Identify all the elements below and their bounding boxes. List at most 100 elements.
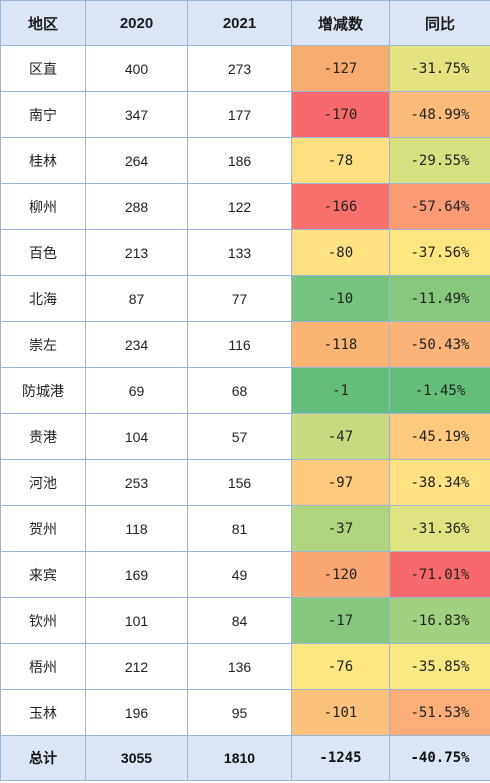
table-row: 防城港 69 68 -1 -1.45% — [0, 367, 490, 414]
table-row: 南宁 347 177 -170 -48.99% — [0, 91, 490, 138]
change-cell: -78 — [291, 137, 390, 184]
ratio-cell: -29.55% — [389, 137, 490, 184]
table-row: 百色 213 133 -80 -37.56% — [0, 229, 490, 276]
ratio-cell: -16.83% — [389, 597, 490, 644]
header-row: 地区 2020 2021 增减数 同比 — [0, 0, 490, 46]
value-2020-cell: 196 — [85, 689, 188, 736]
value-2020-cell: 213 — [85, 229, 188, 276]
ratio-cell: -35.85% — [389, 643, 490, 690]
value-2021-cell: 84 — [187, 597, 292, 644]
change-cell: -166 — [291, 183, 390, 230]
header-ratio: 同比 — [389, 0, 490, 46]
value-2021-cell: 116 — [187, 321, 292, 368]
ratio-cell: -38.34% — [389, 459, 490, 506]
change-cell: -47 — [291, 413, 390, 460]
ratio-cell: -45.19% — [389, 413, 490, 460]
region-cell: 梧州 — [0, 643, 86, 690]
region-cell: 北海 — [0, 275, 86, 322]
ratio-cell: -51.53% — [389, 689, 490, 736]
ratio-cell: -1.45% — [389, 367, 490, 414]
change-cell: -120 — [291, 551, 390, 598]
total-2021: 1810 — [187, 735, 292, 781]
value-2021-cell: 95 — [187, 689, 292, 736]
region-cell: 钦州 — [0, 597, 86, 644]
value-2020-cell: 101 — [85, 597, 188, 644]
region-cell: 百色 — [0, 229, 86, 276]
ratio-cell: -48.99% — [389, 91, 490, 138]
change-cell: -101 — [291, 689, 390, 736]
table-row: 梧州 212 136 -76 -35.85% — [0, 643, 490, 690]
value-2020-cell: 69 — [85, 367, 188, 414]
value-2021-cell: 273 — [187, 45, 292, 92]
change-cell: -76 — [291, 643, 390, 690]
ratio-cell: -71.01% — [389, 551, 490, 598]
value-2021-cell: 177 — [187, 91, 292, 138]
value-2021-cell: 81 — [187, 505, 292, 552]
value-2021-cell: 77 — [187, 275, 292, 322]
change-cell: -170 — [291, 91, 390, 138]
value-2021-cell: 68 — [187, 367, 292, 414]
ratio-cell: -31.36% — [389, 505, 490, 552]
ratio-cell: -11.49% — [389, 275, 490, 322]
change-cell: -80 — [291, 229, 390, 276]
total-row: 总计 3055 1810 -1245 -40.75% — [0, 735, 490, 781]
change-cell: -127 — [291, 45, 390, 92]
region-cell: 贺州 — [0, 505, 86, 552]
total-2020: 3055 — [85, 735, 188, 781]
value-2020-cell: 234 — [85, 321, 188, 368]
header-2021: 2021 — [187, 0, 292, 46]
value-2020-cell: 288 — [85, 183, 188, 230]
value-2021-cell: 57 — [187, 413, 292, 460]
value-2020-cell: 212 — [85, 643, 188, 690]
value-2020-cell: 169 — [85, 551, 188, 598]
table-row: 桂林 264 186 -78 -29.55% — [0, 137, 490, 184]
table-row: 来宾 169 49 -120 -71.01% — [0, 551, 490, 598]
value-2021-cell: 156 — [187, 459, 292, 506]
value-2021-cell: 49 — [187, 551, 292, 598]
value-2020-cell: 264 — [85, 137, 188, 184]
header-2020: 2020 — [85, 0, 188, 46]
region-cell: 柳州 — [0, 183, 86, 230]
change-cell: -37 — [291, 505, 390, 552]
value-2020-cell: 253 — [85, 459, 188, 506]
total-ratio: -40.75% — [389, 735, 490, 781]
region-cell: 区直 — [0, 45, 86, 92]
header-region: 地区 — [0, 0, 86, 46]
region-cell: 南宁 — [0, 91, 86, 138]
table-row: 玉林 196 95 -101 -51.53% — [0, 689, 490, 736]
value-2020-cell: 400 — [85, 45, 188, 92]
value-2020-cell: 347 — [85, 91, 188, 138]
change-cell: -10 — [291, 275, 390, 322]
ratio-cell: -37.56% — [389, 229, 490, 276]
region-cell: 防城港 — [0, 367, 86, 414]
table-row: 河池 253 156 -97 -38.34% — [0, 459, 490, 506]
table-body: 区直 400 273 -127 -31.75% 南宁 347 177 -170 -48.99% 桂林… — [0, 45, 490, 736]
value-2021-cell: 136 — [187, 643, 292, 690]
region-cell: 桂林 — [0, 137, 86, 184]
region-cell: 河池 — [0, 459, 86, 506]
table-row: 贵港 104 57 -47 -45.19% — [0, 413, 490, 460]
ratio-cell: -31.75% — [389, 45, 490, 92]
region-cell: 来宾 — [0, 551, 86, 598]
total-label: 总计 — [0, 735, 86, 781]
value-2020-cell: 104 — [85, 413, 188, 460]
region-cell: 崇左 — [0, 321, 86, 368]
table-row: 崇左 234 116 -118 -50.43% — [0, 321, 490, 368]
table-row: 柳州 288 122 -166 -57.64% — [0, 183, 490, 230]
region-cell: 玉林 — [0, 689, 86, 736]
value-2020-cell: 87 — [85, 275, 188, 322]
header-change: 增减数 — [291, 0, 390, 46]
value-2021-cell: 133 — [187, 229, 292, 276]
change-cell: -97 — [291, 459, 390, 506]
value-2021-cell: 186 — [187, 137, 292, 184]
table-row: 钦州 101 84 -17 -16.83% — [0, 597, 490, 644]
change-cell: -118 — [291, 321, 390, 368]
table-row: 贺州 118 81 -37 -31.36% — [0, 505, 490, 552]
change-cell: -17 — [291, 597, 390, 644]
ratio-cell: -50.43% — [389, 321, 490, 368]
total-change: -1245 — [291, 735, 390, 781]
table-row: 北海 87 77 -10 -11.49% — [0, 275, 490, 322]
ratio-cell: -57.64% — [389, 183, 490, 230]
value-2021-cell: 122 — [187, 183, 292, 230]
